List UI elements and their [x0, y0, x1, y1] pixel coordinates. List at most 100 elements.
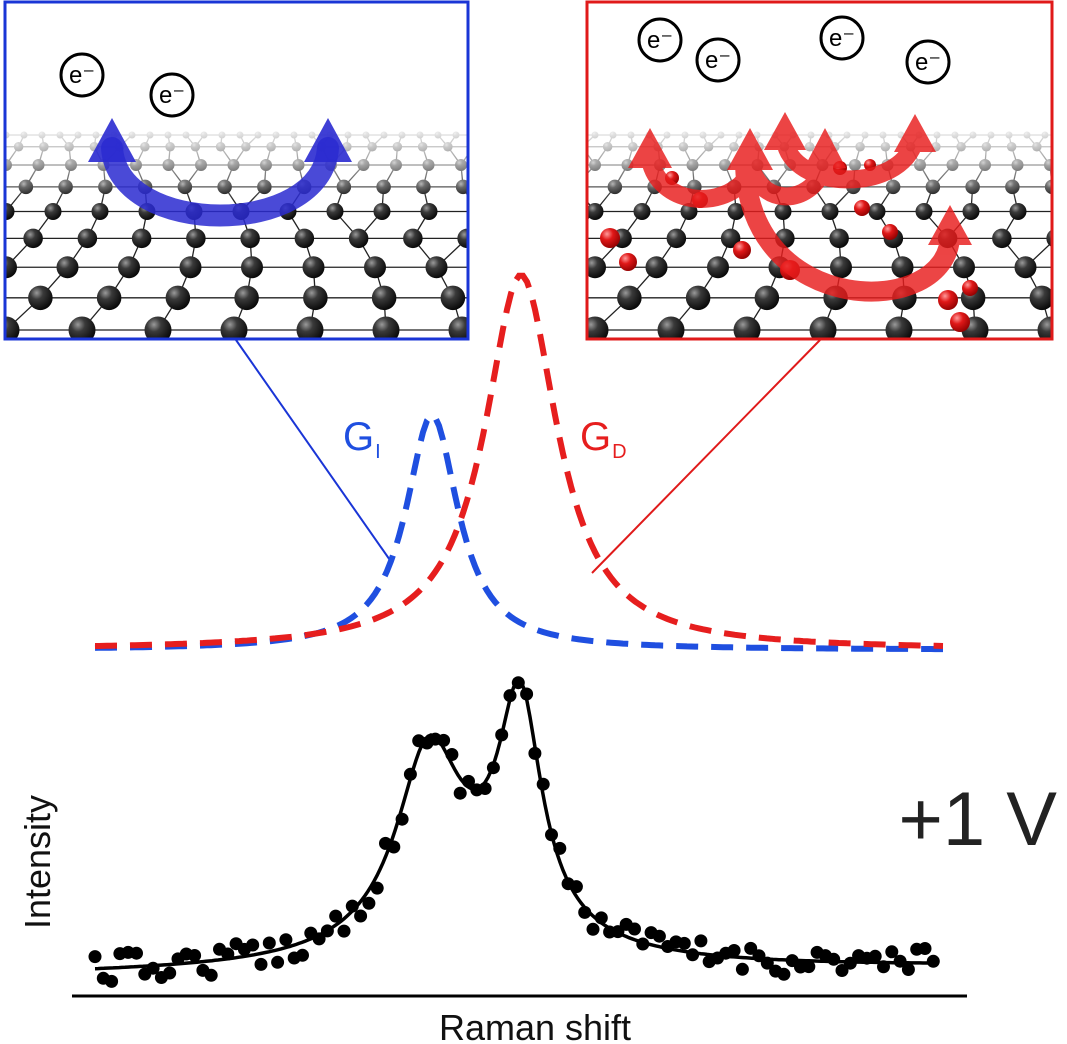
- carbon-atom: [1060, 132, 1067, 139]
- lattice-bond: [1062, 135, 1063, 147]
- electron-circle: [905, 39, 951, 85]
- data-point: [694, 934, 708, 948]
- right-arrow-head-5: [894, 114, 936, 152]
- data-point: [188, 949, 202, 962]
- left-graphene-lattice: [6, 2, 532, 339]
- x-axis-label: Raman shift: [439, 1007, 631, 1044]
- carbon-atom: [487, 256, 509, 278]
- data-point: [777, 967, 791, 981]
- defect-atom: [733, 241, 751, 259]
- left-arrow-head-left: [88, 118, 136, 162]
- defect-atom: [600, 228, 620, 248]
- data-point: [735, 962, 749, 976]
- left-arrow-head-right: [304, 118, 352, 162]
- data-point: [279, 933, 293, 947]
- fit-curve: [94, 677, 938, 971]
- right-arrow-a: [641, 151, 754, 208]
- carbon-atom: [540, 203, 557, 220]
- data-point: [88, 950, 102, 964]
- right-defect-atoms: [600, 159, 978, 332]
- carbon-atom: [512, 229, 532, 249]
- electron-icon: e⁻: [819, 15, 865, 61]
- data-point: [271, 955, 285, 969]
- left-electrons: e⁻ e⁻: [59, 52, 195, 118]
- right-panel: e⁻ e⁻ e⁻ e⁻: [506, 0, 1067, 344]
- carbon-atom: [1057, 142, 1067, 152]
- left-panel-frame: [3, 0, 470, 341]
- right-panel-frame: [585, 0, 1054, 341]
- carbon-atom: [568, 180, 583, 195]
- data-point: [802, 960, 816, 974]
- electron-label: e⁻: [69, 62, 95, 89]
- electron-icon: e⁻: [149, 72, 195, 118]
- lattice-bond: [1056, 211, 1065, 238]
- right-arrow-head-4: [804, 128, 846, 168]
- data-point: [296, 948, 309, 962]
- right-electrons: e⁻ e⁻ e⁻ e⁻: [637, 15, 951, 85]
- carbon-atom: [548, 286, 573, 311]
- electron-circle: [695, 37, 741, 83]
- gi-label: GI: [343, 415, 381, 463]
- data-point: [827, 952, 841, 966]
- data-point: [204, 968, 218, 982]
- carbon-atom: [467, 208, 468, 215]
- gd-label: GD: [580, 415, 627, 463]
- electron-icon: e⁻: [905, 39, 951, 85]
- lattice-bond: [1051, 186, 1052, 189]
- data-point: [586, 922, 600, 936]
- data-point: [677, 936, 691, 950]
- gd-component-curve: [95, 272, 944, 649]
- carbon-atom: [468, 142, 478, 152]
- data-point: [652, 929, 666, 943]
- electron-icon: e⁻: [637, 17, 683, 63]
- carbon-atom: [488, 159, 500, 171]
- left-arrow-shaft: [101, 137, 339, 227]
- lattice-bond: [563, 165, 576, 187]
- carbon-atom: [1057, 203, 1067, 220]
- y-axis-label: Intensity: [17, 795, 58, 929]
- data-point: [885, 945, 899, 959]
- left-horizon-fade: [6, 2, 468, 339]
- data-point: [105, 974, 119, 988]
- data-point: [901, 963, 915, 976]
- carbon-atom: [558, 229, 578, 249]
- electron-label: e⁻: [705, 47, 731, 74]
- measured-data-points: [88, 676, 940, 988]
- defect-atom: [619, 253, 637, 271]
- right-arrow-head-3: [764, 112, 806, 150]
- data-point: [130, 946, 143, 960]
- left-connector-line: [235, 339, 393, 564]
- electron-label: e⁻: [159, 82, 185, 109]
- lattice-bond: [548, 211, 568, 238]
- carbon-atom: [574, 132, 581, 139]
- data-point: [744, 941, 758, 955]
- left-panel: e⁻ e⁻: [3, 0, 532, 341]
- data-point: [246, 938, 260, 952]
- data-point: [918, 942, 932, 955]
- lattice-bond: [473, 135, 474, 147]
- carbon-atom: [496, 180, 511, 195]
- gi-component-curve: [94, 411, 943, 653]
- right-arrow-c: [776, 131, 924, 189]
- data-point: [727, 944, 741, 957]
- left-electron-arrow: [88, 118, 352, 227]
- lattice-bond: [1051, 186, 1052, 187]
- data-point: [354, 909, 368, 923]
- electron-icon: e⁻: [695, 37, 741, 83]
- electron-circle: [637, 17, 683, 63]
- data-point: [329, 909, 343, 923]
- data-point: [262, 936, 276, 950]
- voltage-label: +1 V: [899, 777, 1058, 862]
- electron-label: e⁻: [915, 49, 941, 76]
- right-electron-arrows: [628, 112, 972, 302]
- electron-label: e⁻: [647, 27, 673, 54]
- right-arrow-d: [735, 150, 960, 302]
- lattice-bond: [498, 238, 521, 267]
- data-point: [163, 966, 177, 980]
- electron-circle: [819, 15, 865, 61]
- data-point: [453, 786, 467, 800]
- carbon-atom: [506, 317, 533, 344]
- defect-atom: [962, 280, 978, 296]
